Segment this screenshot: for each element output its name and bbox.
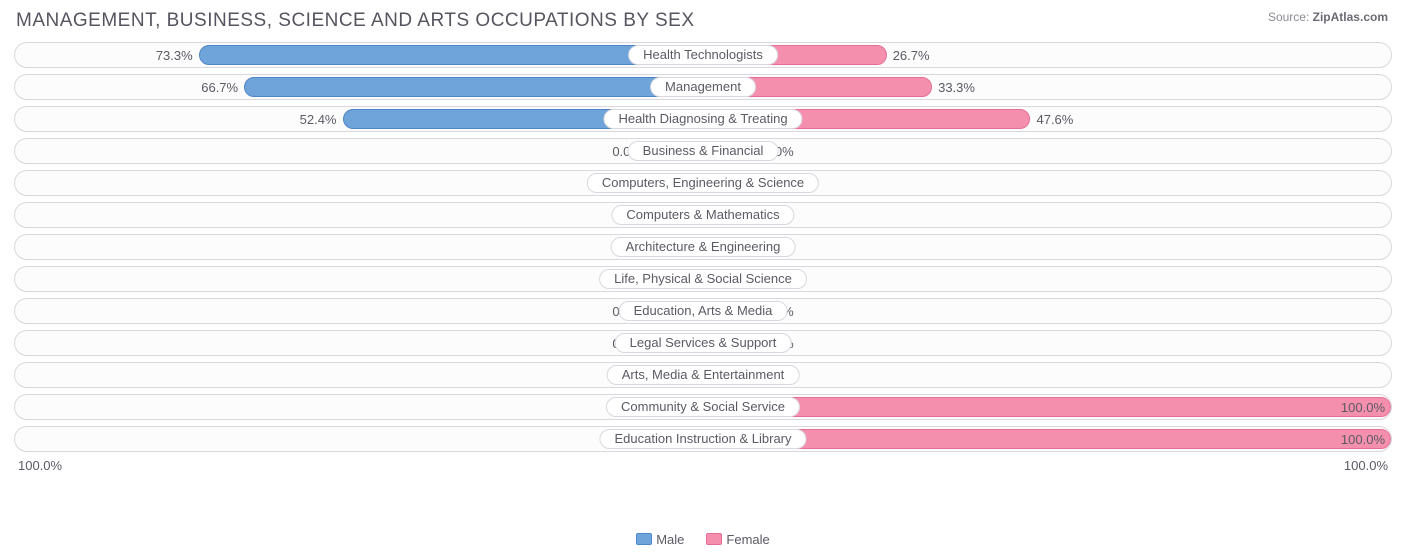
male-value-label: 66.7%: [201, 75, 238, 100]
legend-female-label: Female: [726, 532, 769, 547]
male-bar: [244, 77, 703, 97]
chart-container: MANAGEMENT, BUSINESS, SCIENCE AND ARTS O…: [0, 0, 1406, 559]
chart-row: 0.0%0.0%Arts, Media & Entertainment: [14, 362, 1392, 388]
category-label: Legal Services & Support: [615, 333, 792, 353]
chart-row: 0.0%0.0%Life, Physical & Social Science: [14, 266, 1392, 292]
source-prefix: Source:: [1268, 10, 1313, 24]
female-value-label: 47.6%: [1036, 107, 1073, 132]
category-label: Architecture & Engineering: [611, 237, 796, 257]
chart-row: 0.0%0.0%Education, Arts & Media: [14, 298, 1392, 324]
female-bar: [703, 397, 1391, 417]
chart-rows: 73.3% 26.7% Health Technologists 66.7% 33.3%…: [14, 42, 1392, 452]
category-label: Health Technologists: [628, 45, 778, 65]
source-name: ZipAtlas.com: [1313, 10, 1388, 24]
female-value-label: 33.3%: [938, 75, 975, 100]
category-label: Community & Social Service: [606, 397, 800, 417]
legend-male: Male: [636, 532, 684, 547]
chart-row: 52.4% 47.6% Health Diagnosing & Treating: [14, 106, 1392, 132]
chart-row: 0.0%0.0%Architecture & Engineering: [14, 234, 1392, 260]
category-label: Education, Arts & Media: [619, 301, 788, 321]
chart-row: 0.0%0.0%Legal Services & Support: [14, 330, 1392, 356]
x-axis: 100.0% 100.0%: [14, 458, 1392, 473]
axis-right-label: 100.0%: [1344, 458, 1388, 473]
category-label: Computers & Mathematics: [611, 205, 794, 225]
legend-female: Female: [706, 532, 769, 547]
source-attribution: Source: ZipAtlas.com: [1268, 10, 1388, 24]
chart-row: 0.0%0.0%Computers & Mathematics: [14, 202, 1392, 228]
male-value-label: 52.4%: [300, 107, 337, 132]
chart-row: 0.0%0.0%Business & Financial: [14, 138, 1392, 164]
male-swatch-icon: [636, 533, 652, 545]
female-value-label: 100.0%: [1341, 395, 1385, 420]
chart-title: MANAGEMENT, BUSINESS, SCIENCE AND ARTS O…: [16, 10, 1392, 32]
category-label: Arts, Media & Entertainment: [607, 365, 800, 385]
chart-row: 73.3% 26.7% Health Technologists: [14, 42, 1392, 68]
legend-male-label: Male: [656, 532, 684, 547]
category-label: Management: [650, 77, 756, 97]
chart-row: 66.7% 33.3% Management: [14, 74, 1392, 100]
category-label: Business & Financial: [628, 141, 779, 161]
category-label: Education Instruction & Library: [599, 429, 806, 449]
chart-row: 0.0%0.0%Computers, Engineering & Science: [14, 170, 1392, 196]
female-value-label: 26.7%: [893, 43, 930, 68]
category-label: Life, Physical & Social Science: [599, 269, 807, 289]
category-label: Computers, Engineering & Science: [587, 173, 819, 193]
male-value-label: 73.3%: [156, 43, 193, 68]
axis-left-label: 100.0%: [18, 458, 62, 473]
female-swatch-icon: [706, 533, 722, 545]
chart-row: 0.0%100.0%Education Instruction & Librar…: [14, 426, 1392, 452]
chart-row: 0.0%100.0%Community & Social Service: [14, 394, 1392, 420]
female-value-label: 100.0%: [1341, 427, 1385, 452]
category-label: Health Diagnosing & Treating: [603, 109, 802, 129]
legend: Male Female: [0, 532, 1406, 547]
